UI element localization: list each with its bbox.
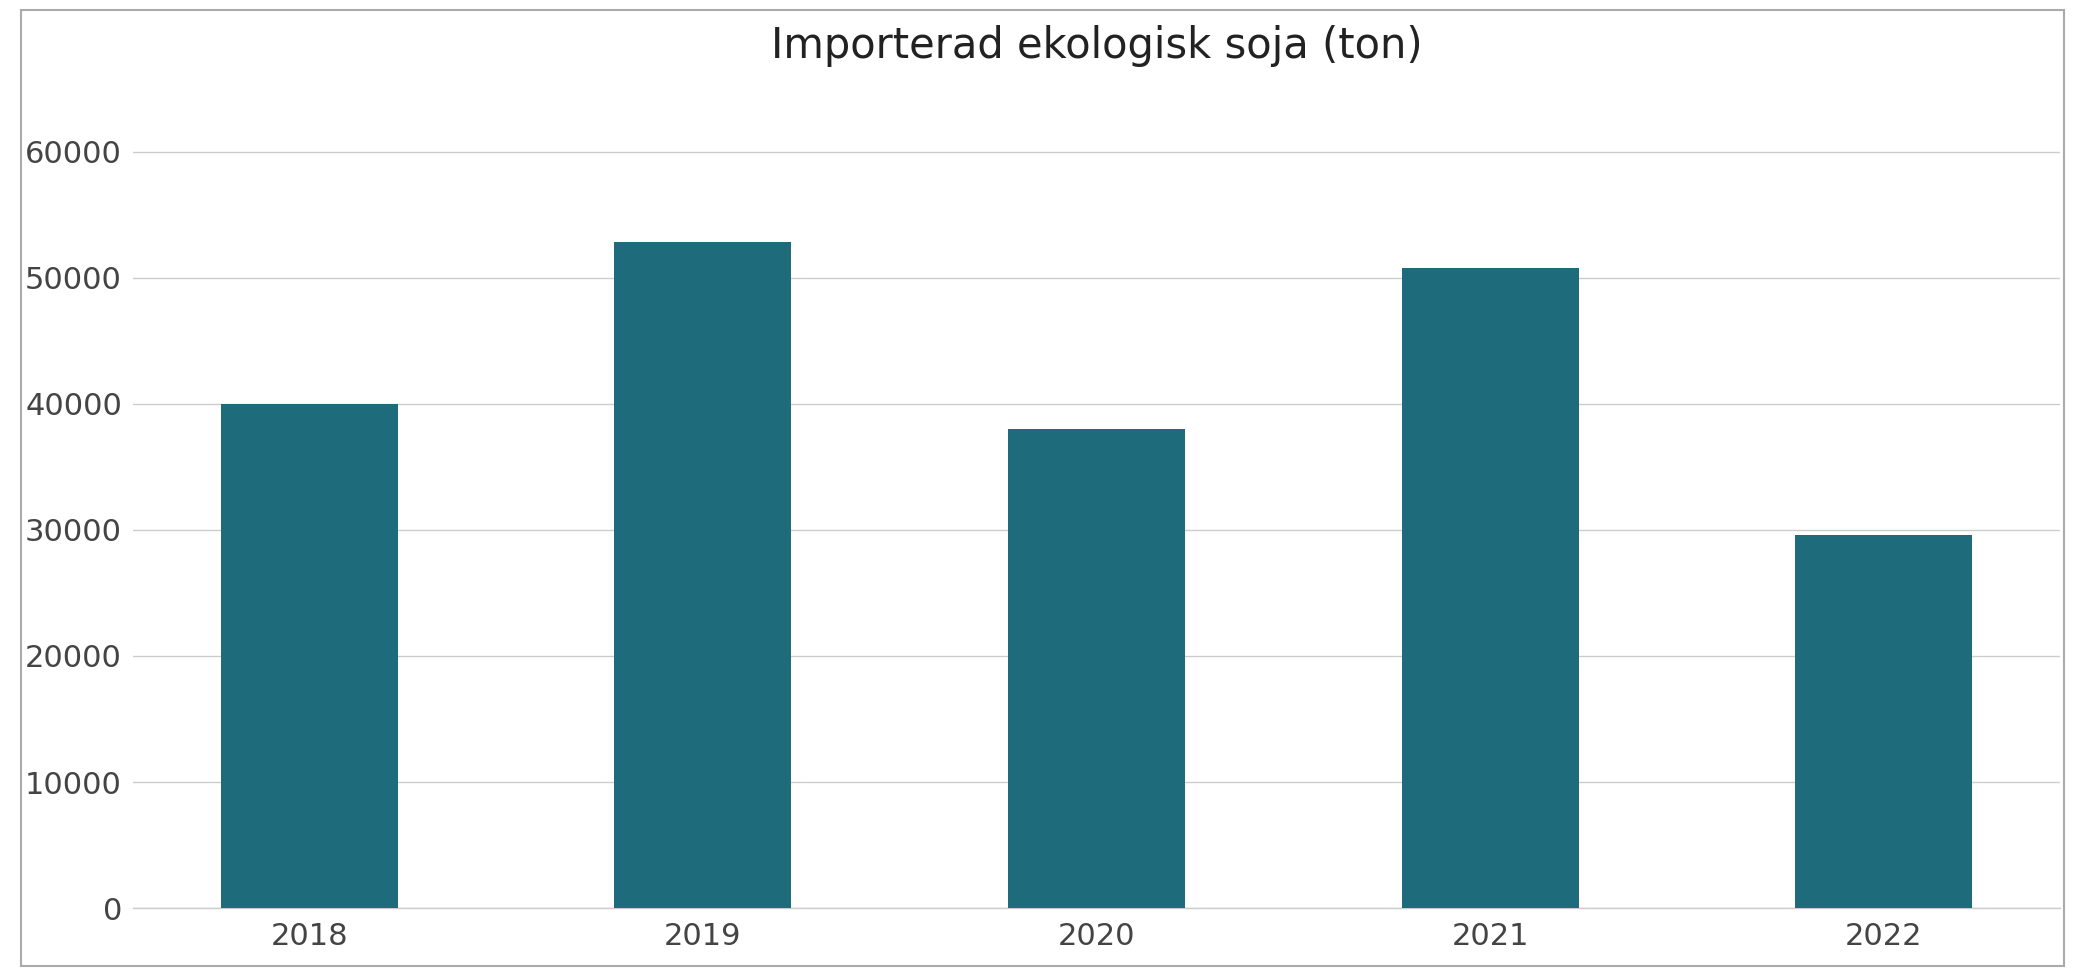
Bar [1007, 429, 1184, 908]
Bar [615, 242, 792, 908]
Title: Importerad ekologisk soja (ton): Importerad ekologisk soja (ton) [771, 25, 1422, 67]
Bar [1401, 267, 1578, 908]
Bar [221, 404, 398, 908]
Bar [1795, 535, 1972, 908]
